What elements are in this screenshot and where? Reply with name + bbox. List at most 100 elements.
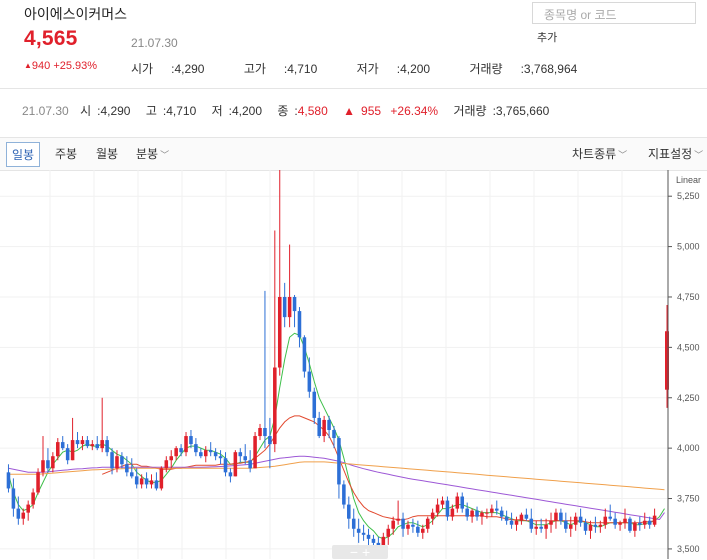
candle[interactable] — [406, 520, 410, 535]
candle[interactable] — [347, 496, 351, 529]
candle[interactable] — [327, 415, 331, 439]
candle[interactable] — [228, 468, 233, 483]
candle[interactable] — [100, 397, 104, 453]
candle[interactable] — [603, 508, 608, 529]
candle[interactable] — [243, 444, 247, 465]
candle[interactable] — [494, 500, 499, 515]
candle[interactable] — [470, 508, 474, 523]
candle[interactable] — [90, 440, 95, 451]
candle[interactable] — [386, 524, 391, 545]
candle[interactable] — [233, 450, 238, 477]
candle[interactable] — [519, 512, 524, 525]
candle[interactable] — [450, 504, 455, 521]
candle[interactable] — [125, 456, 129, 477]
candle[interactable] — [41, 436, 45, 477]
candle[interactable] — [499, 506, 504, 521]
zoom-out-button[interactable]: − — [349, 544, 359, 560]
candle[interactable] — [322, 415, 326, 443]
candle[interactable] — [534, 520, 539, 535]
candle[interactable] — [159, 466, 164, 491]
chart-svg[interactable]: Linear 3,500 3,750 4,000 4,250 4,500 4,750 5,0… — [0, 170, 707, 559]
candle[interactable] — [65, 444, 70, 465]
candle[interactable] — [282, 282, 287, 328]
candle[interactable] — [277, 170, 282, 376]
candle[interactable] — [31, 488, 35, 509]
candle[interactable] — [253, 432, 257, 469]
candle[interactable] — [179, 444, 183, 457]
candle[interactable] — [618, 520, 622, 531]
candle[interactable] — [647, 516, 652, 529]
candle[interactable] — [539, 518, 543, 533]
candle[interactable] — [16, 496, 21, 525]
candle[interactable] — [184, 432, 188, 457]
candle[interactable] — [430, 508, 435, 525]
candle[interactable] — [391, 516, 395, 535]
candle[interactable] — [129, 458, 134, 479]
candle[interactable] — [411, 518, 415, 533]
candle[interactable] — [56, 438, 60, 461]
candle[interactable] — [287, 244, 292, 328]
candle[interactable] — [573, 512, 578, 531]
candle[interactable] — [583, 518, 588, 535]
candle[interactable] — [120, 452, 124, 469]
candle[interactable] — [665, 305, 669, 408]
candle[interactable] — [36, 468, 40, 495]
zoom-control[interactable]: − + — [332, 545, 388, 559]
candle[interactable] — [60, 436, 65, 451]
candle[interactable] — [460, 492, 465, 513]
candle[interactable] — [268, 417, 272, 469]
candle[interactable] — [105, 436, 109, 457]
candle[interactable] — [628, 516, 632, 533]
candle[interactable] — [509, 512, 514, 529]
candle[interactable] — [95, 436, 100, 451]
candle[interactable] — [440, 496, 445, 509]
candle[interactable] — [465, 502, 469, 521]
candle[interactable] — [223, 452, 228, 477]
candle[interactable] — [110, 448, 114, 475]
candle[interactable] — [638, 516, 642, 531]
candle[interactable] — [263, 290, 267, 449]
candle[interactable] — [524, 508, 529, 521]
candle[interactable] — [297, 307, 302, 348]
candle[interactable] — [312, 387, 317, 424]
candle[interactable] — [154, 472, 159, 491]
candle[interactable] — [608, 504, 612, 521]
candle[interactable] — [568, 516, 573, 537]
tab-daily[interactable]: 일봉 — [6, 142, 41, 167]
candle[interactable] — [26, 500, 30, 521]
candle[interactable] — [356, 518, 361, 543]
candle[interactable] — [218, 450, 223, 465]
candle[interactable] — [174, 446, 178, 461]
candle[interactable] — [11, 478, 16, 517]
candle[interactable] — [70, 417, 75, 461]
stock-search-input[interactable]: 종목명 or 코드 — [532, 2, 696, 24]
candle[interactable] — [332, 425, 336, 449]
candle[interactable] — [21, 508, 26, 525]
candle[interactable] — [455, 492, 460, 513]
tab-monthly[interactable]: 월봉 — [96, 147, 119, 161]
candle[interactable] — [588, 520, 593, 539]
candle[interactable] — [337, 436, 341, 499]
candle[interactable] — [642, 512, 647, 529]
candle[interactable] — [559, 508, 563, 525]
candle[interactable] — [115, 450, 119, 473]
candle[interactable] — [485, 508, 489, 519]
candle[interactable] — [85, 436, 90, 449]
candle[interactable] — [416, 520, 420, 537]
candle[interactable] — [238, 448, 243, 463]
candle[interactable] — [317, 411, 321, 439]
candle[interactable] — [514, 516, 519, 531]
candle[interactable] — [169, 450, 174, 469]
candle[interactable] — [292, 294, 297, 328]
chart-type-menu[interactable]: 차트종류 ﹀ — [572, 145, 627, 162]
candle[interactable] — [164, 456, 169, 473]
candle[interactable] — [258, 423, 262, 441]
candle[interactable] — [578, 508, 583, 527]
candle[interactable] — [435, 498, 440, 517]
candle[interactable] — [564, 512, 568, 533]
candle[interactable] — [46, 448, 50, 473]
candle[interactable] — [593, 516, 598, 533]
candle[interactable] — [544, 518, 548, 539]
candle[interactable] — [208, 442, 213, 457]
candle[interactable] — [75, 432, 80, 449]
